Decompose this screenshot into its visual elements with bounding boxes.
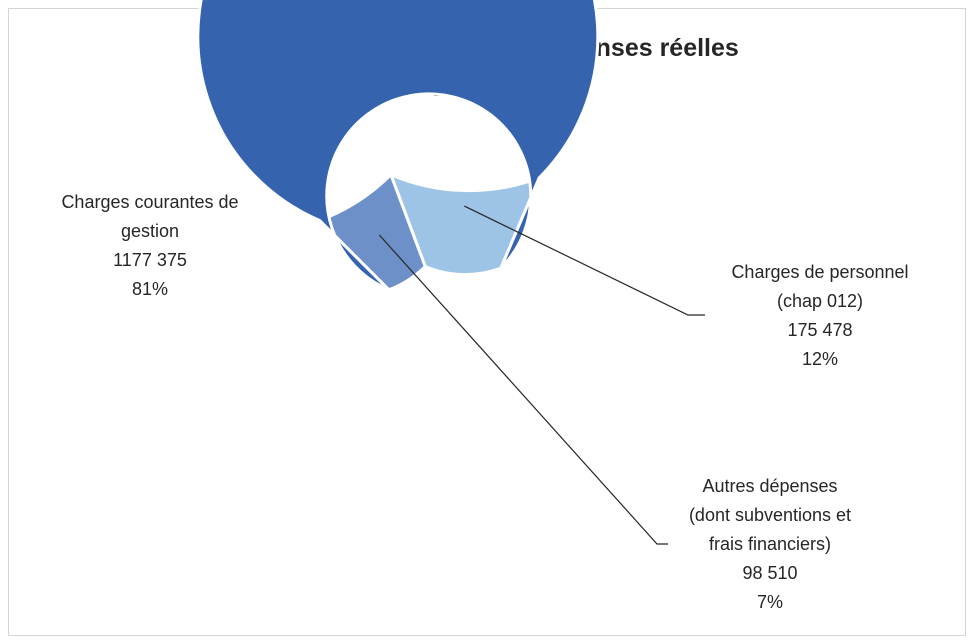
label-line: (chap 012) [776,291,864,311]
label-line: frais financiers) [708,534,832,554]
label-line: Charges courantes de [61,192,239,212]
label-line: Charges de personnel [731,262,909,282]
label-value: 1177 375 [113,250,187,270]
data-label-charges-courantes: Charges courantes de gestion 1177 375 81… [30,188,270,304]
leader-line-charges-personnel [464,205,705,316]
label-percent: 81% [131,279,169,299]
label-value: 98 510 [742,563,798,583]
label-percent: 7% [756,592,783,612]
label-line: gestion [120,221,180,241]
slice-charges-courantes [196,0,600,292]
label-percent: 12% [801,349,839,369]
label-value: 175 478 [787,320,853,340]
data-label-autres-depenses: Autres dépenses (dont subventions et fra… [650,472,890,617]
leader-line-autres-depenses [378,234,668,545]
label-line: Autres dépenses [702,476,838,496]
label-line: (dont subventions et [688,505,852,525]
data-label-charges-personnel: Charges de personnel (chap 012) 175 478 … [700,258,940,374]
